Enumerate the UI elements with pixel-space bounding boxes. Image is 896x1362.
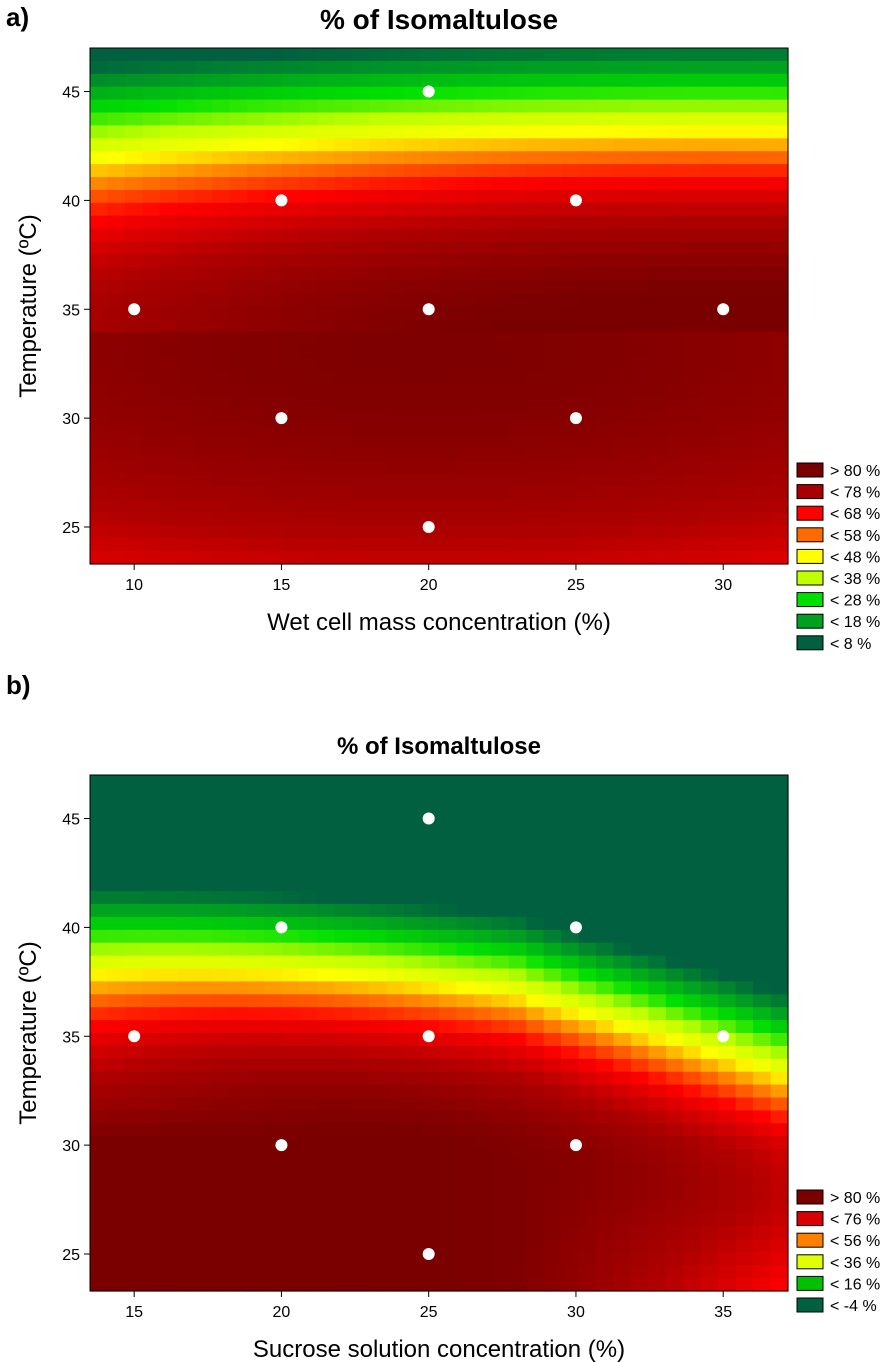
legend-label: < -4 %	[830, 1298, 877, 1315]
y-tick-label: 25	[62, 1247, 80, 1264]
design-point	[422, 812, 435, 825]
design-point	[569, 1139, 582, 1152]
legend-swatch	[796, 613, 824, 629]
x-tick-label: 30	[714, 577, 732, 594]
legend-swatch	[796, 570, 824, 586]
legend-swatch	[796, 548, 824, 564]
y-tick-label: 30	[62, 411, 80, 428]
design-point	[422, 520, 435, 533]
design-point	[275, 194, 288, 207]
x-tick-label: 15	[125, 1304, 143, 1321]
legend-label: > 80 %	[830, 463, 880, 480]
legend-label: < 76 %	[830, 1212, 880, 1229]
legend-label: < 28 %	[830, 593, 880, 610]
x-tick-label: 25	[567, 577, 585, 594]
design-point	[422, 85, 435, 98]
y-tick-label: 35	[62, 1029, 80, 1046]
y-axis-label: Temperature (ºC)	[15, 941, 42, 1124]
legend-swatch	[796, 635, 824, 651]
legend-swatch	[796, 462, 824, 478]
chart-b: 15 20 25 30 35 25 30 35 40 45 Sucrose solution con…	[15, 774, 880, 1362]
chart-a: 10 15 20 25 30 25 30 35 40 45 Wet cell mass concen…	[15, 47, 880, 653]
x-tick-label: 20	[420, 577, 438, 594]
legend: > 80 % < 76 % < 56 % < 36 % < 16 % < -4 %	[796, 1189, 880, 1315]
y-axis-label: Temperature (ºC)	[15, 214, 42, 397]
y-tick-label: 25	[62, 520, 80, 537]
legend-label: < 48 %	[830, 549, 880, 566]
surface-fill	[90, 48, 789, 565]
legend: > 80 % < 78 % < 68 % < 58 % < 48 % < 38 % < 28…	[796, 462, 880, 653]
legend-swatch	[796, 1232, 824, 1248]
panel-b-label: b)	[6, 670, 31, 700]
x-tick-label: 20	[273, 1304, 291, 1321]
x-tick-label: 30	[567, 1304, 585, 1321]
surface-fill	[90, 775, 789, 1292]
design-point	[275, 1139, 288, 1152]
design-point	[275, 921, 288, 934]
design-point	[422, 1030, 435, 1043]
plot-frame	[89, 47, 789, 565]
legend-label: < 16 %	[830, 1276, 880, 1293]
y-tick-label: 30	[62, 1138, 80, 1155]
legend-label: < 68 %	[830, 506, 880, 523]
chart-a-title: % of Isomaltulose	[319, 4, 559, 35]
panel-a-label: a)	[6, 2, 30, 32]
legend-swatch	[796, 1275, 824, 1291]
design-point	[569, 921, 582, 934]
legend-label: < 8 %	[830, 636, 871, 653]
design-point	[275, 412, 288, 425]
legend-swatch	[796, 484, 824, 500]
legend-swatch	[796, 505, 824, 521]
legend-swatch	[796, 592, 824, 608]
design-point	[569, 412, 582, 425]
legend-swatch	[796, 1297, 824, 1313]
x-tick-label: 10	[125, 577, 143, 594]
design-point	[717, 1030, 730, 1043]
legend-label: < 78 %	[830, 485, 880, 502]
legend-label: > 80 %	[830, 1190, 880, 1207]
design-point	[422, 1247, 435, 1260]
legend-label: < 58 %	[830, 528, 880, 545]
design-point	[128, 303, 141, 316]
design-point	[717, 303, 730, 316]
plot-frame	[89, 774, 789, 1292]
x-tick-label: 15	[273, 577, 291, 594]
legend-label: < 36 %	[830, 1255, 880, 1272]
design-point	[422, 303, 435, 316]
y-tick-label: 35	[62, 302, 80, 319]
chart-b-title: % of Isomaltulose	[336, 733, 542, 760]
x-axis-label: Sucrose solution concentration (%)	[253, 1336, 625, 1362]
x-tick-label: 35	[714, 1304, 732, 1321]
y-tick-label: 40	[62, 920, 80, 937]
legend-label: < 38 %	[830, 571, 880, 588]
legend-swatch	[796, 1211, 824, 1227]
design-point	[128, 1030, 141, 1043]
x-axis-label: Wet cell mass concentration (%)	[267, 609, 611, 636]
legend-label: < 56 %	[830, 1233, 880, 1250]
legend-label: < 18 %	[830, 614, 880, 631]
legend-swatch	[796, 1254, 824, 1270]
x-tick-label: 25	[420, 1304, 438, 1321]
y-tick-label: 45	[62, 85, 80, 102]
y-tick-label: 45	[62, 812, 80, 829]
design-point	[569, 194, 582, 207]
y-tick-label: 40	[62, 193, 80, 210]
legend-swatch	[796, 527, 824, 543]
legend-swatch	[796, 1189, 824, 1205]
